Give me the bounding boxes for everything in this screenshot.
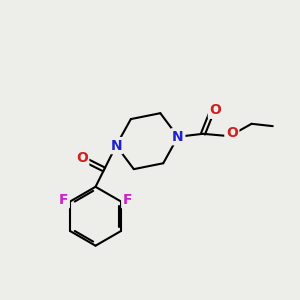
Text: O: O (76, 151, 88, 165)
Text: O: O (209, 103, 221, 117)
Text: O: O (226, 126, 238, 140)
Text: F: F (59, 193, 68, 207)
Text: N: N (172, 130, 184, 144)
Text: F: F (123, 193, 132, 207)
Text: N: N (110, 139, 122, 153)
